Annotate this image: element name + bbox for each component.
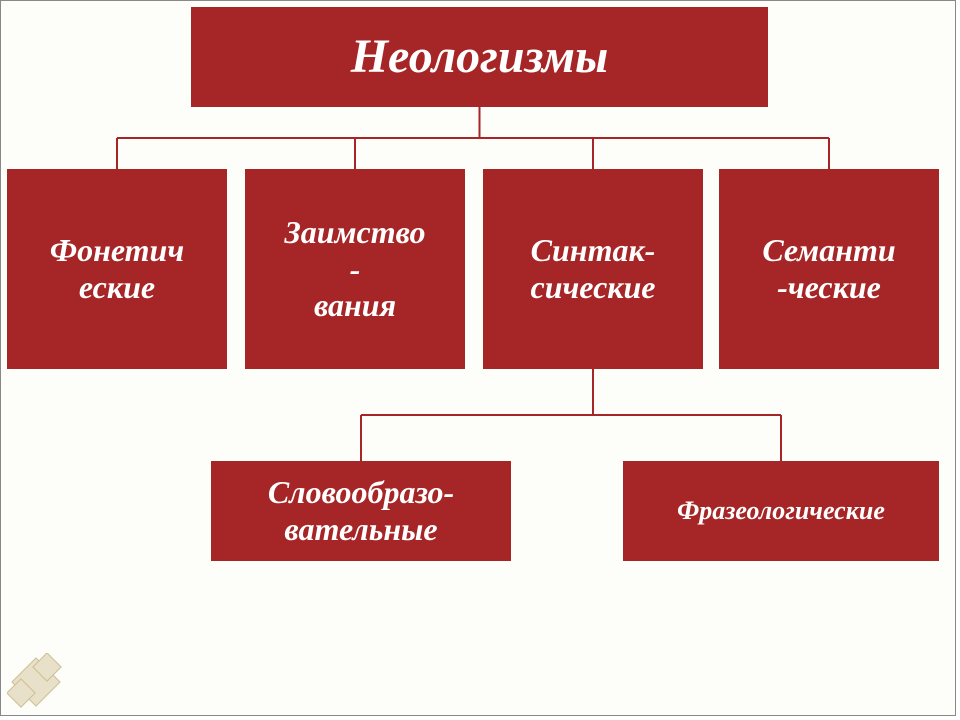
node-borrowings: Заимство - вания [245,169,465,369]
node-phraseological: Фразеологические [623,461,939,561]
node-derivational: Словообразо- вательные [211,461,511,561]
node-root: Неологизмы [191,7,768,107]
node-semantic: Семанти -ческие [719,169,939,369]
node-syntactic: Синтак- сические [483,169,703,369]
slide-canvas: Неологизмы Фонетич еские Заимство - вани… [0,0,956,716]
node-phonetic: Фонетич еские [7,169,227,369]
corner-ornament-icon [7,653,65,711]
